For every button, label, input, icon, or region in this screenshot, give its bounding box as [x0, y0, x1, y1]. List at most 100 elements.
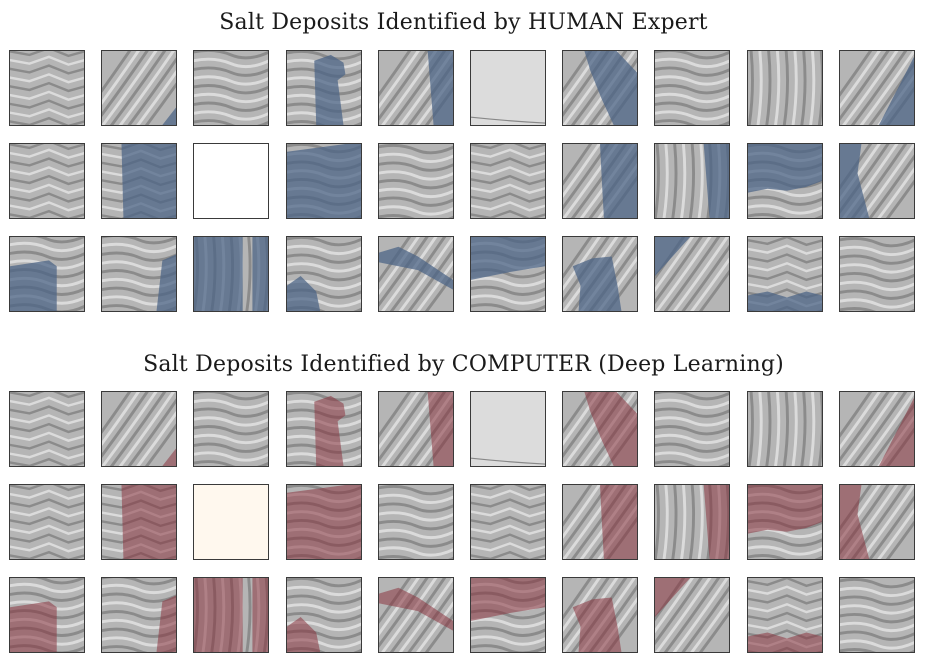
human-seismic-tile — [470, 143, 546, 219]
salt-mask-overlay — [427, 51, 453, 125]
seismic-image — [102, 144, 176, 218]
salt-mask-overlay — [748, 144, 822, 193]
human-seismic-tile — [654, 236, 730, 312]
computer-seismic-tile — [101, 577, 177, 653]
seismic-image — [840, 144, 914, 218]
computer-seismic-tile — [654, 484, 730, 560]
salt-mask-overlay — [703, 144, 729, 218]
human-seismic-tile — [101, 143, 177, 219]
seismic-image — [10, 144, 84, 218]
salt-mask-overlay — [287, 616, 321, 652]
computer-seismic-tile — [470, 391, 546, 467]
human-seismic-tile — [9, 143, 85, 219]
computer-seismic-tile — [378, 484, 454, 560]
salt-mask-overlay — [287, 144, 361, 218]
salt-mask-overlay — [748, 632, 822, 652]
seismic-image — [471, 144, 545, 218]
computer-seismic-tile — [747, 391, 823, 467]
salt-mask-overlay — [121, 485, 176, 559]
computer-seismic-tile — [562, 577, 638, 653]
computer-seismic-tile — [193, 391, 269, 467]
computer-seismic-tile — [654, 577, 730, 653]
seismic-image — [10, 51, 84, 125]
computer-deep-learning-title: Salt Deposits Identified by COMPUTER (De… — [143, 352, 784, 377]
seismic-image — [748, 392, 822, 466]
salt-mask-overlay — [655, 578, 691, 617]
salt-mask-overlay — [572, 256, 622, 311]
computer-seismic-tile — [562, 391, 638, 467]
human-seismic-tile — [193, 143, 269, 219]
computer-seismic-tile — [562, 484, 638, 560]
seismic-image — [102, 392, 176, 466]
human-seismic-tile — [747, 143, 823, 219]
seismic-image — [102, 51, 176, 125]
computer-seismic-tile — [747, 484, 823, 560]
seismic-image — [655, 485, 729, 559]
human-seismic-tile — [654, 50, 730, 126]
human-seismic-tile — [101, 236, 177, 312]
computer-seismic-tile — [839, 391, 915, 467]
salt-mask-overlay — [471, 237, 545, 280]
seismic-image — [194, 485, 268, 559]
human-seismic-tile — [101, 50, 177, 126]
seismic-image — [194, 51, 268, 125]
salt-mask-overlay — [287, 275, 321, 311]
seismic-image — [194, 578, 268, 652]
seismic-image — [10, 237, 84, 311]
human-seismic-tile — [193, 50, 269, 126]
human-seismic-tile — [839, 236, 915, 312]
computer-seismic-tile — [9, 577, 85, 653]
computer-seismic-tile — [839, 484, 915, 560]
seismic-image — [840, 578, 914, 652]
seismic-image — [379, 144, 453, 218]
human-seismic-tile — [470, 236, 546, 312]
seismic-image — [748, 578, 822, 652]
salt-mask-overlay — [314, 54, 346, 125]
salt-mask-overlay — [379, 246, 453, 290]
computer-seismic-tile — [101, 391, 177, 467]
human-seismic-tile — [193, 236, 269, 312]
seismic-image — [563, 485, 637, 559]
human-seismic-tile — [562, 50, 638, 126]
seismic-image — [471, 237, 545, 311]
human-seismic-tile — [747, 236, 823, 312]
seismic-image — [379, 485, 453, 559]
seismic-image — [287, 578, 361, 652]
computer-seismic-tile — [378, 577, 454, 653]
human-seismic-tile — [286, 143, 362, 219]
seismic-image — [10, 392, 84, 466]
human-seismic-tile — [839, 50, 915, 126]
seismic-image — [194, 237, 268, 311]
seismic-image — [748, 237, 822, 311]
human-seismic-tile — [378, 143, 454, 219]
seismic-image — [287, 485, 361, 559]
salt-mask-overlay — [600, 485, 637, 559]
computer-seismic-tile — [101, 484, 177, 560]
salt-mask-overlay — [10, 601, 57, 652]
seismic-image — [287, 51, 361, 125]
seismic-image — [379, 578, 453, 652]
seismic-image — [748, 144, 822, 218]
seismic-image — [10, 485, 84, 559]
seismic-image — [840, 485, 914, 559]
seismic-image — [563, 51, 637, 125]
computer-seismic-tile — [470, 577, 546, 653]
salt-mask-overlay — [379, 587, 453, 631]
salt-mask-overlay — [156, 595, 176, 652]
seismic-image — [748, 51, 822, 125]
salt-mask-overlay — [584, 392, 637, 466]
human-seismic-tile — [654, 143, 730, 219]
salt-mask-overlay — [194, 578, 268, 652]
salt-mask-overlay — [703, 485, 729, 559]
human-seismic-tile — [747, 50, 823, 126]
human-seismic-tile — [378, 236, 454, 312]
human-seismic-tile — [839, 143, 915, 219]
computer-seismic-tile — [9, 391, 85, 467]
computer-seismic-tile — [654, 391, 730, 467]
salt-mask-overlay — [121, 144, 176, 218]
computer-seismic-tile — [193, 484, 269, 560]
seismic-image — [471, 392, 545, 466]
salt-mask-overlay — [471, 578, 545, 621]
seismic-image — [379, 51, 453, 125]
